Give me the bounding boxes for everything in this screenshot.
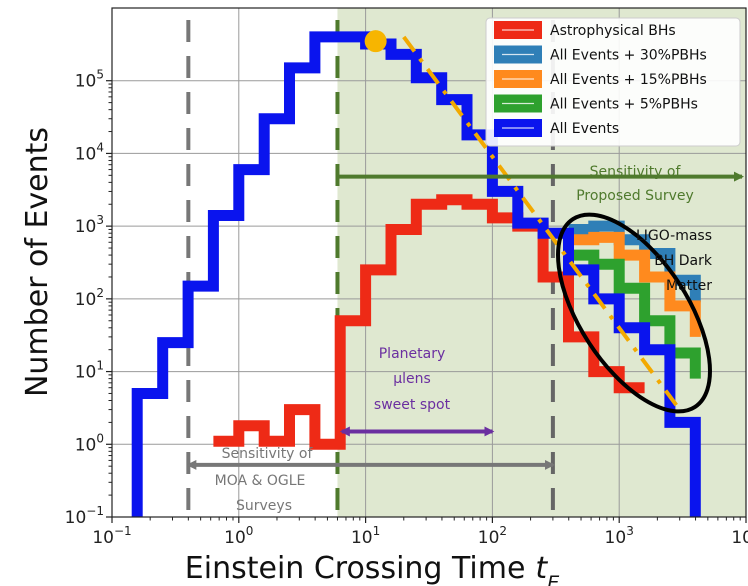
peak-marker — [364, 30, 387, 53]
x-axis-title-text: Einstein Crossing Time — [185, 551, 526, 586]
legend: Astrophysical BHs All Events + 30%PBHs All… — [485, 17, 741, 147]
legend-label: All Events + 15%PBHs — [550, 72, 707, 88]
moa-ogle-label-line-1: Sensitivity of — [222, 446, 314, 462]
y-tick-label: 101 — [75, 359, 104, 383]
ligo-label-line-3: Matter — [666, 278, 712, 294]
moa-ogle-annotation: Sensitivity of MOA & OGLE Surveys — [186, 446, 555, 514]
x-tick-label: 104 — [731, 524, 748, 548]
proposed-survey-annotation: Sensitivity of Proposed Survey — [337, 164, 744, 204]
x-axis-title-symbol: t — [535, 551, 548, 586]
legend-label: Astrophysical BHs — [550, 23, 676, 39]
x-tick-label: 10−1 — [92, 524, 131, 548]
axis-ticks: 10−1 100 101 102 103 104 10−1 100 101 102 103 104 10… — [65, 68, 748, 548]
ligo-annotation: LIGO-mass BH Dark Matter — [556, 212, 713, 414]
planetary-label-line-3: sweet spot — [374, 397, 451, 413]
x-tick-label: 103 — [605, 524, 634, 548]
y-tick-label: 104 — [75, 140, 104, 164]
legend-label: All Events + 5%PBHs — [550, 97, 698, 113]
moa-ogle-label-line-2: MOA & OGLE — [215, 473, 306, 489]
moa-ogle-label-line-3: Surveys — [236, 498, 292, 514]
ligo-ellipse — [556, 212, 712, 414]
legend-label: All Events + 30%PBHs — [550, 48, 707, 64]
x-tick-label: 102 — [478, 524, 507, 548]
legend-box — [485, 17, 741, 147]
y-tick-label: 100 — [75, 431, 104, 455]
planetary-label-line-2: μlens — [393, 371, 431, 387]
x-tick-label: 100 — [224, 524, 253, 548]
planetary-annotation: Planetary μlens sweet spot — [339, 346, 495, 437]
plot-frame — [111, 7, 747, 518]
series-all-events-15-pbhs — [568, 231, 701, 337]
x-axis-title-subscript: E — [547, 572, 559, 586]
proposed-survey-label-line-1: Sensitivity of — [590, 164, 682, 180]
y-axis-title: Number of Events — [20, 127, 55, 397]
y-tick-label: 105 — [75, 68, 104, 92]
legend-item: Astrophysical BHs — [494, 21, 676, 39]
y-tick-label: 102 — [75, 286, 104, 310]
legend-item: All Events — [494, 119, 619, 137]
series-all-events — [131, 31, 701, 517]
legend-item: All Events + 30%PBHs — [494, 45, 707, 64]
y-tick-label: 10−1 — [65, 504, 104, 528]
ligo-label-line-1: LIGO-mass — [636, 228, 712, 244]
x-tick-label: 101 — [351, 524, 380, 548]
series-all-events-5-pbhs — [568, 249, 701, 379]
legend-label: All Events — [550, 121, 619, 137]
proposed-survey-label-line-2: Proposed Survey — [576, 188, 694, 204]
ligo-label-line-2: BH Dark — [654, 253, 713, 269]
x-axis-title: Einstein Crossing Time tE — [185, 551, 559, 586]
legend-item: All Events + 15%PBHs — [494, 70, 707, 88]
planetary-label-line-1: Planetary — [379, 346, 446, 362]
legend-item: All Events + 5%PBHs — [494, 94, 698, 113]
y-tick-label: 103 — [75, 213, 104, 237]
